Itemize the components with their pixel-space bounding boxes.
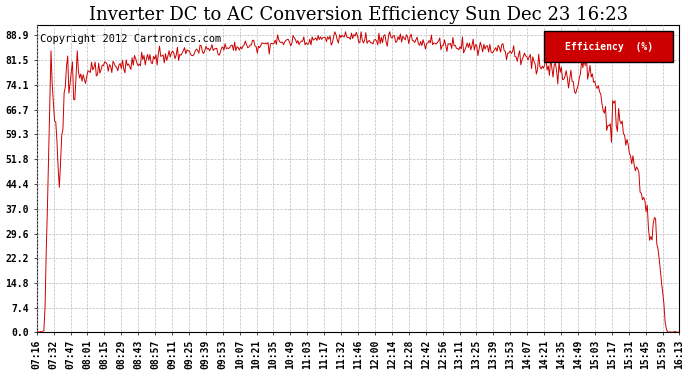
FancyBboxPatch shape — [544, 31, 673, 62]
Text: Copyright 2012 Cartronics.com: Copyright 2012 Cartronics.com — [40, 34, 221, 44]
Title: Inverter DC to AC Conversion Efficiency Sun Dec 23 16:23: Inverter DC to AC Conversion Efficiency … — [88, 6, 628, 24]
Text: Efficiency  (%): Efficiency (%) — [564, 42, 653, 52]
